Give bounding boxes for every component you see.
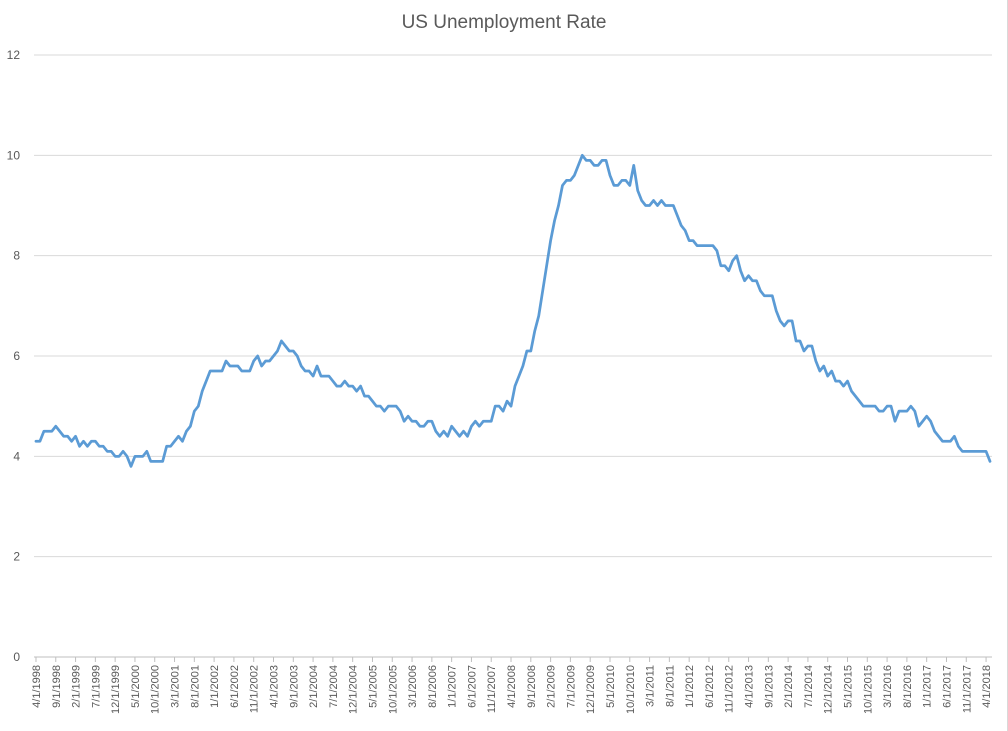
x-tick-label: 3/1/2006 <box>407 665 419 708</box>
x-tick-label: 12/1/2004 <box>348 665 360 714</box>
x-tick-label: 2/1/2009 <box>546 665 558 708</box>
x-tick-label: 4/1/1998 <box>31 665 43 708</box>
x-tick-label: 6/1/2012 <box>704 665 716 708</box>
x-tick-label: 5/1/2005 <box>367 665 379 708</box>
x-tick-label: 3/1/2011 <box>645 665 657 707</box>
x-tick-label: 8/1/2011 <box>664 665 676 707</box>
x-tick-label: 7/1/2004 <box>328 665 340 708</box>
x-tick-label: 9/1/2013 <box>763 665 775 708</box>
x-tick-label: 12/1/1999 <box>110 665 122 714</box>
x-tick-label: 11/1/2012 <box>724 665 736 713</box>
x-tick-label: 7/1/2009 <box>565 665 577 708</box>
y-tick-label: 6 <box>13 349 20 363</box>
x-tick-label: 3/1/2001 <box>170 665 182 708</box>
x-axis <box>35 657 987 662</box>
x-tick-label: 1/1/2007 <box>447 665 459 708</box>
x-tick-label: 9/1/2008 <box>526 665 538 708</box>
y-tick-label: 0 <box>13 650 20 664</box>
x-tick-label: 7/1/1999 <box>90 665 102 708</box>
x-tick-label: 10/1/2005 <box>387 665 399 714</box>
x-tick-label: 4/1/2013 <box>744 665 756 708</box>
x-tick-label: 1/1/2012 <box>684 665 696 708</box>
x-tick-label: 2/1/2014 <box>783 665 795 708</box>
x-tick-label: 1/1/2017 <box>922 665 934 708</box>
y-tick-label: 10 <box>7 148 21 162</box>
x-tick-label: 10/1/2000 <box>150 665 162 714</box>
x-tick-label: 11/1/2017 <box>961 665 973 713</box>
gridlines <box>34 54 992 658</box>
y-tick-label: 8 <box>13 249 20 263</box>
x-tick-label: 9/1/1998 <box>51 665 63 708</box>
x-tick-label: 9/1/2003 <box>288 665 300 708</box>
x-tick-label: 6/1/2002 <box>229 665 241 708</box>
x-tick-label: 10/1/2010 <box>625 665 637 714</box>
x-tick-label: 8/1/2006 <box>427 665 439 708</box>
x-tick-label: 4/1/2018 <box>981 665 993 708</box>
x-tick-label: 6/1/2017 <box>941 665 953 708</box>
x-tick-label: 2/1/2004 <box>308 665 320 708</box>
x-tick-label: 5/1/2015 <box>843 665 855 708</box>
x-tick-label: 12/1/2009 <box>585 665 597 714</box>
series-line-unemployment-rate <box>34 153 992 468</box>
y-tick-label: 4 <box>13 449 20 463</box>
y-axis: 0 2 4 6 8 10 12 <box>7 48 21 664</box>
x-tick-label: 8/1/2016 <box>902 665 914 708</box>
x-tick-label: 11/1/2007 <box>486 665 498 713</box>
x-tick-label: 12/1/2014 <box>823 665 835 714</box>
x-tick-label: 5/1/2000 <box>130 665 142 708</box>
x-tick-label: 10/1/2015 <box>862 665 874 714</box>
x-tick-label: 2/1/1999 <box>71 665 83 708</box>
x-tick-label: 1/1/2002 <box>209 665 221 708</box>
y-tick-label: 12 <box>7 48 21 62</box>
x-axis-tick-labels: 4/1/1998 9/1/1998 2/1/1999 7/1/1999 12/1/199… <box>31 665 993 714</box>
x-tick-label: 8/1/2001 <box>189 665 201 708</box>
x-tick-label: 11/1/2002 <box>249 665 261 713</box>
x-tick-label: 4/1/2003 <box>269 665 281 708</box>
x-tick-label: 7/1/2014 <box>803 665 815 708</box>
x-tick-label: 6/1/2007 <box>466 665 478 708</box>
x-tick-label: 5/1/2010 <box>605 665 617 708</box>
x-tick-label: 4/1/2008 <box>506 665 518 708</box>
y-tick-label: 2 <box>13 550 20 564</box>
chart-title: US Unemployment Rate <box>401 12 607 33</box>
x-tick-label: 3/1/2016 <box>882 665 894 708</box>
series-layer <box>34 153 992 468</box>
